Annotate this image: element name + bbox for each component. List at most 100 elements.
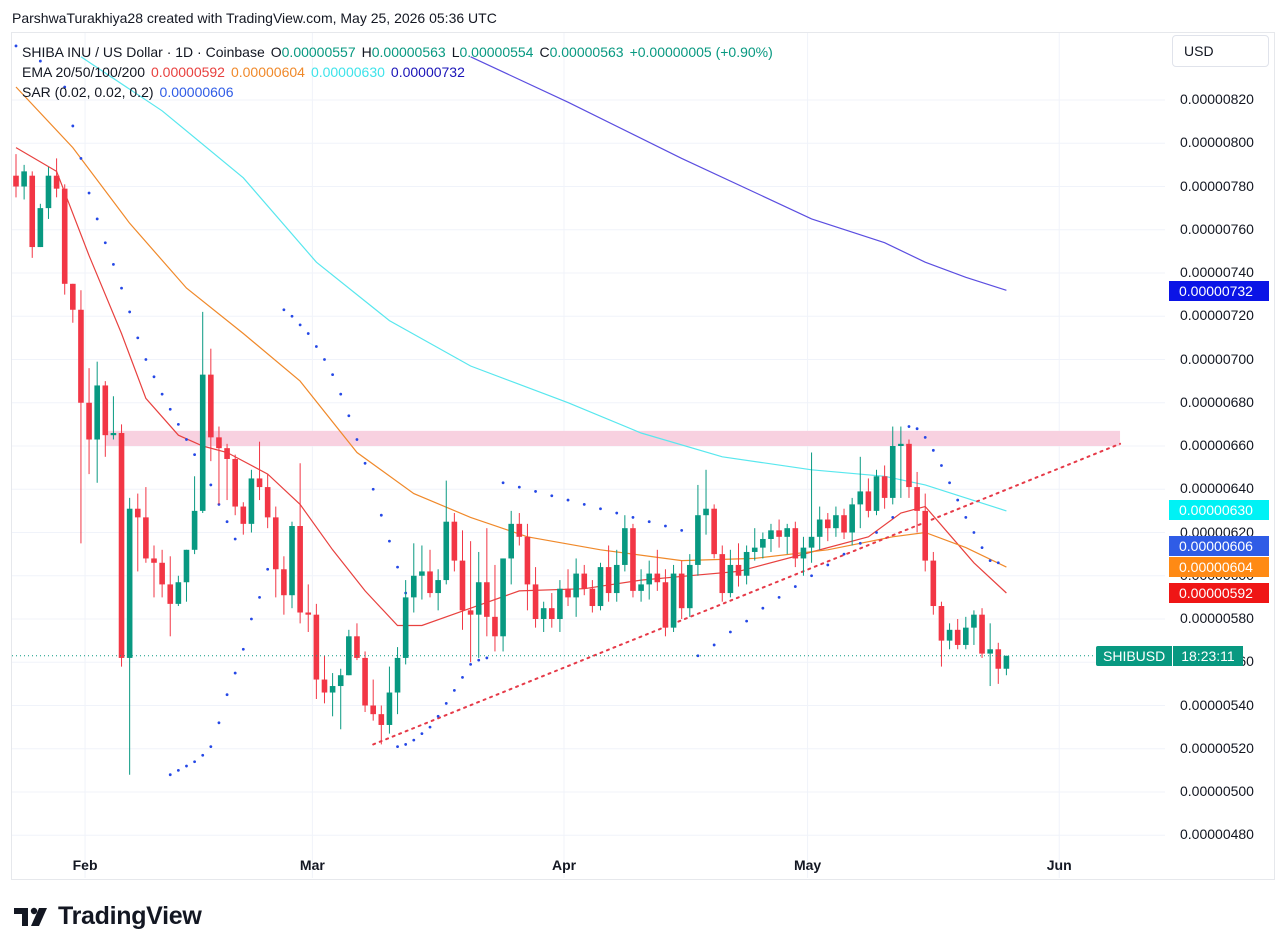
price-tag: 0.00000592 — [1169, 583, 1269, 603]
price-tick-label: 0.00000740 — [1180, 264, 1254, 280]
legend-sar-label[interactable]: SAR (0.02, 0.02, 0.2) — [22, 84, 154, 100]
sar-dot — [923, 435, 927, 439]
sar-dot — [347, 414, 351, 418]
sar-dot — [168, 407, 172, 411]
candle-body — [760, 538, 766, 548]
sar-dot — [396, 745, 399, 748]
sar-dot — [323, 358, 326, 361]
sar-dot — [209, 483, 213, 487]
candle-body — [289, 526, 295, 596]
currency-selector[interactable]: USD — [1172, 35, 1269, 67]
legend-ema20: 0.00000592 — [151, 64, 225, 80]
sar-dot — [915, 427, 919, 431]
candle-body — [565, 588, 571, 598]
sar-dot — [79, 156, 83, 160]
legend-symbol[interactable]: SHIBA INU / US Dollar · 1D · Coinbase — [22, 44, 265, 60]
sar-dot — [176, 422, 180, 426]
tradingview-logo-text: TradingView — [58, 902, 202, 930]
price-tick-label: 0.00000780 — [1180, 177, 1254, 194]
sar-dot — [258, 595, 261, 599]
chart-legend: SHIBA INU / US Dollar · 1D · Coinbase O0.… — [22, 42, 779, 102]
sar-dot — [225, 520, 229, 524]
candle-body — [898, 443, 904, 446]
grid-lines — [12, 33, 1165, 878]
ema-lines — [15, 56, 1007, 627]
candle-body — [662, 582, 669, 628]
candle-body — [45, 175, 52, 209]
legend-ema-label[interactable]: EMA 20/50/100/200 — [22, 64, 145, 80]
candle-body — [727, 564, 734, 594]
sar-dot — [907, 425, 911, 428]
candle-body — [459, 560, 466, 611]
candle-body — [151, 558, 157, 563]
sar-dot — [266, 567, 270, 571]
candle-body — [857, 491, 864, 505]
candle-body — [475, 582, 482, 615]
legend-c-label: C — [539, 44, 550, 60]
candle-body — [605, 567, 612, 594]
candle-body — [378, 714, 385, 725]
candle-body — [337, 675, 344, 687]
ema-200-line — [470, 56, 1007, 291]
sar-dot — [152, 375, 156, 379]
candle-body — [784, 528, 791, 537]
price-tick-label: 0.00000680 — [1180, 393, 1254, 410]
candle-body — [321, 679, 328, 693]
sar-dot — [891, 515, 895, 519]
price-tag: 0.00000604 — [1169, 557, 1269, 577]
sar-dot — [371, 487, 375, 491]
sar-dot — [233, 537, 237, 541]
candle-body — [881, 476, 888, 498]
sar-dot — [103, 241, 107, 245]
candle-body — [946, 629, 953, 641]
candle-body — [963, 627, 969, 645]
sar-dot — [582, 502, 586, 506]
legend-l-label: L — [451, 44, 460, 60]
candle-body — [743, 551, 750, 576]
bar-countdown: 18:23:11 — [1172, 646, 1243, 666]
tradingview-logo[interactable]: TradingView — [14, 902, 202, 931]
sar-dot — [404, 743, 408, 746]
candle-body — [126, 508, 133, 658]
candle-body — [654, 573, 661, 583]
candle-body — [557, 588, 563, 619]
price-tick-label: 0.00000640 — [1180, 480, 1254, 497]
candle-body — [800, 547, 807, 559]
candle-body — [183, 549, 190, 583]
candle-body — [938, 606, 945, 641]
sar-dot — [566, 498, 570, 502]
candle-body — [86, 402, 92, 440]
candle-body — [719, 554, 726, 594]
candle-body — [370, 705, 376, 715]
candle-body — [435, 580, 441, 594]
candle-body — [597, 567, 604, 607]
sar-dot — [436, 714, 440, 718]
sar-dot — [842, 552, 846, 556]
time-tick-label: May — [793, 857, 822, 873]
ema-20-line — [15, 147, 1007, 627]
legend-ema-row: EMA 20/50/100/200 0.00000592 0.00000604 0.0… — [22, 62, 779, 82]
candle-body — [524, 536, 531, 585]
candle-body — [995, 649, 1002, 669]
candle-body — [281, 569, 287, 596]
sar-dot — [168, 773, 172, 777]
sar-dot — [980, 546, 984, 550]
sar-dot — [517, 485, 521, 489]
sar-dot — [217, 721, 221, 725]
candle-body — [232, 458, 238, 507]
candle-body — [540, 608, 547, 619]
sar-dot — [664, 524, 667, 528]
legend-ema200: 0.00000732 — [390, 64, 465, 80]
candle-body — [678, 573, 685, 609]
candle-body — [816, 519, 823, 537]
sar-dot — [940, 464, 943, 467]
candle-body — [305, 612, 312, 615]
candle-body — [102, 385, 109, 436]
candle-body — [792, 528, 799, 559]
sar-dot — [379, 513, 383, 517]
candle-body — [29, 175, 36, 248]
candle-body — [256, 478, 263, 488]
price-tick-label: 0.00000620 — [1180, 523, 1254, 540]
time-tick-label: Mar — [299, 857, 325, 873]
